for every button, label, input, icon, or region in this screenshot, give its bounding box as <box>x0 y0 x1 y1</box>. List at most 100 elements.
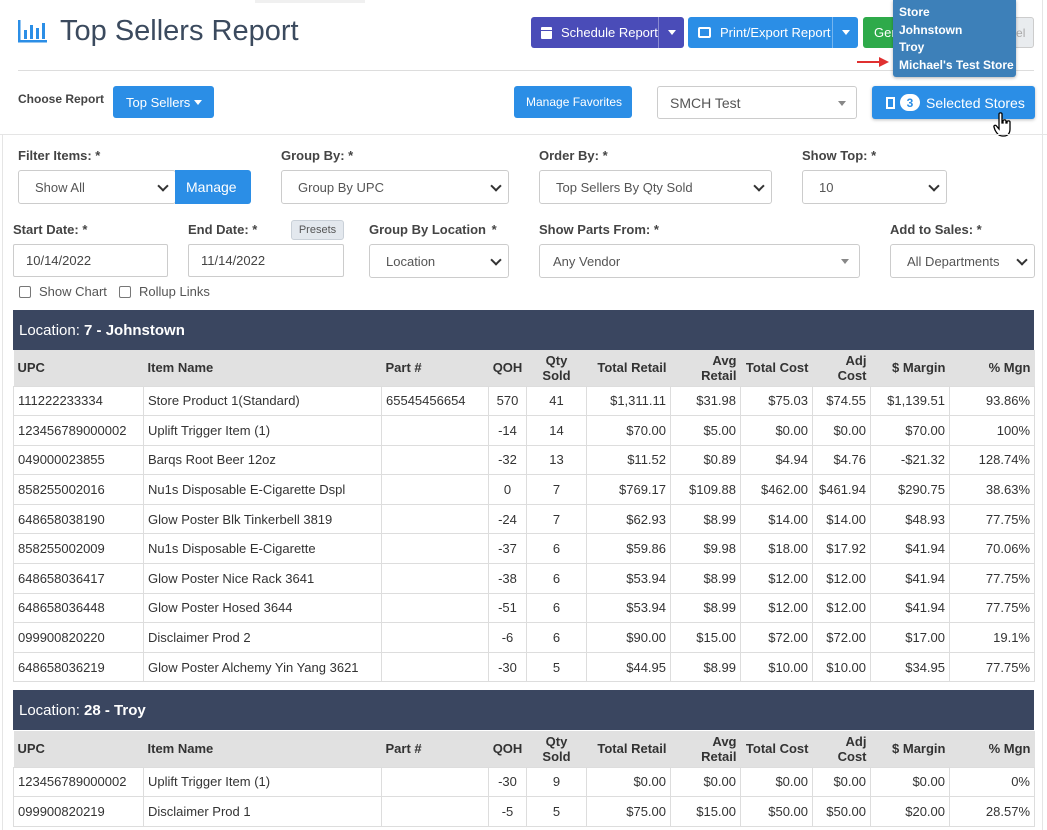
table-cell: $0.89 <box>670 444 741 476</box>
table-cell: 100% <box>949 415 1035 446</box>
table-cell: 648658036448 <box>13 592 144 624</box>
table-cell: $0.00 <box>586 766 671 798</box>
table-cell: $461.94 <box>812 474 871 505</box>
table-header-row: UPC Item Name Part # QOH Qty Sold Total Retai… <box>13 350 1035 386</box>
column-header[interactable]: QOH <box>488 731 527 767</box>
report-type-dropdown[interactable]: Top Sellers <box>113 86 214 118</box>
column-header[interactable]: UPC <box>13 731 144 767</box>
table-cell: 9 <box>526 766 587 798</box>
column-header[interactable]: Adj Cost <box>812 350 871 386</box>
table-cell: 7 <box>526 503 587 535</box>
table-cell: Disclaimer Prod 2 <box>143 622 382 653</box>
printer-icon <box>698 27 711 38</box>
presets-button[interactable]: Presets <box>291 220 344 240</box>
table-cell: Disclaimer Prod 1 <box>143 796 382 827</box>
table-cell: $8.99 <box>670 592 741 624</box>
schedule-dropdown-toggle[interactable] <box>658 17 684 48</box>
manage-favorites-button[interactable]: Manage Favorites <box>514 86 632 118</box>
table-cell: 0 <box>488 474 527 505</box>
column-header[interactable]: Adj Cost <box>812 731 871 767</box>
table-cell <box>381 766 489 798</box>
column-header[interactable]: Qty Sold <box>526 731 587 767</box>
column-header[interactable]: Item Name <box>143 350 382 386</box>
table-cell: $11.52 <box>586 444 671 476</box>
table-cell: Uplift Trigger Item (1) <box>143 766 382 798</box>
store-group-select[interactable]: SMCH Test <box>657 86 857 119</box>
table-row[interactable]: 858255002016 Nu1s Disposable E-Cigarette … <box>13 474 1035 505</box>
add-to-sales-select[interactable]: All Departments <box>890 244 1035 278</box>
column-header[interactable]: Total Cost <box>740 731 813 767</box>
table-row[interactable]: 648658038190 Glow Poster Blk Tinkerbell 3… <box>13 503 1035 535</box>
end-date-label: End Date: * <box>188 222 258 237</box>
column-header[interactable]: Item Name <box>143 731 382 767</box>
show-top-select[interactable]: 10 <box>802 170 947 204</box>
table-cell: -30 <box>488 766 527 798</box>
column-header[interactable]: Total Retail <box>586 731 671 767</box>
table-row[interactable]: 123456789000002 Uplift Trigger Item (1) -3… <box>13 766 1035 798</box>
table-cell: $0.00 <box>812 415 871 446</box>
group-by-location-select[interactable]: Location <box>369 244 509 278</box>
table-row[interactable]: 049000023855 Barqs Root Beer 12oz -32 13 $11… <box>13 444 1035 476</box>
show-chart-checkbox[interactable]: Show Chart <box>19 284 107 299</box>
table-cell: $50.00 <box>740 796 813 827</box>
column-header[interactable]: % Mgn <box>949 731 1035 767</box>
tooltip-line: Store <box>899 5 930 19</box>
column-header[interactable]: QOH <box>488 350 527 386</box>
table-row[interactable]: 111222233334 Store Product 1(Standard) 655… <box>13 385 1035 417</box>
print-export-button[interactable]: Print/Export Report <box>688 17 858 48</box>
table-cell: 049000023855 <box>13 444 144 476</box>
column-header[interactable]: $ Margin <box>870 350 950 386</box>
column-header[interactable]: Qty Sold <box>526 350 587 386</box>
top-sellers-table: UPC Item Name Part # QOH Qty Sold Total Retai… <box>13 350 1035 683</box>
end-date-input[interactable]: 11/14/2022 <box>188 244 344 277</box>
table-row[interactable]: 648658036219 Glow Poster Alchemy Yin Yang… <box>13 651 1035 683</box>
column-header[interactable]: Avg Retail <box>670 350 741 386</box>
table-cell: Barqs Root Beer 12oz <box>143 444 382 476</box>
table-cell: $15.00 <box>670 622 741 653</box>
group-by-select[interactable]: Group By UPC <box>281 170 509 204</box>
selected-stores-button[interactable]: 3 Selected Stores <box>872 86 1035 119</box>
table-cell <box>381 796 489 827</box>
caret-down-icon <box>667 30 676 35</box>
table-cell: $31.98 <box>670 385 741 417</box>
print-dropdown-toggle[interactable] <box>832 17 858 48</box>
table-cell: $70.00 <box>870 415 950 446</box>
show-parts-select[interactable]: Any Vendor <box>539 244 860 278</box>
checkbox-box[interactable] <box>119 285 131 298</box>
table-row[interactable]: 858255002009 Nu1s Disposable E-Cigarette -… <box>13 533 1035 565</box>
table-cell: $70.00 <box>586 415 671 446</box>
table-row[interactable]: 648658036448 Glow Poster Hosed 3644 -51 6 $5… <box>13 592 1035 624</box>
column-header[interactable]: % Mgn <box>949 350 1035 386</box>
order-by-select[interactable]: Top Sellers By Qty Sold <box>539 170 772 204</box>
add-to-sales-label: Add to Sales: * <box>890 222 982 237</box>
column-header[interactable]: UPC <box>13 350 144 386</box>
table-cell: 123456789000002 <box>13 415 144 446</box>
manage-button[interactable]: Manage <box>175 170 251 204</box>
table-row[interactable]: 123456789000002 Uplift Trigger Item (1) -1… <box>13 415 1035 446</box>
table-cell: 41 <box>526 385 587 417</box>
column-header[interactable]: Avg Retail <box>670 731 741 767</box>
selected-stores-tooltip: Store Johnstown Troy Michael's Test Stor… <box>893 0 1016 77</box>
table-header-row: UPC Item Name Part # QOH Qty Sold Total Retai… <box>13 731 1035 767</box>
table-cell: $41.94 <box>870 592 950 624</box>
caret-down-icon <box>838 101 846 106</box>
filter-items-select[interactable]: Show All <box>18 170 176 204</box>
column-header[interactable]: Total Cost <box>740 350 813 386</box>
schedule-report-button[interactable]: Schedule Report <box>531 17 684 48</box>
column-header[interactable]: $ Margin <box>870 731 950 767</box>
cursor-hand-icon <box>993 112 1013 141</box>
column-header[interactable]: Part # <box>381 350 489 386</box>
column-header[interactable]: Part # <box>381 731 489 767</box>
table-row[interactable]: 099900820219 Disclaimer Prod 1 -5 5 $75.00 $1… <box>13 796 1035 827</box>
table-row[interactable]: 099900820220 Disclaimer Prod 2 -6 6 $90.00 $1… <box>13 622 1035 653</box>
table-cell: $4.76 <box>812 444 871 476</box>
rollup-links-checkbox[interactable]: Rollup Links <box>119 284 210 299</box>
table-cell: 6 <box>526 563 587 594</box>
table-cell: 5 <box>526 651 587 683</box>
table-cell: 6 <box>526 533 587 565</box>
start-date-input[interactable]: 10/14/2022 <box>13 244 168 277</box>
table-cell: 099900820220 <box>13 622 144 653</box>
table-row[interactable]: 648658036417 Glow Poster Nice Rack 3641 -3… <box>13 563 1035 594</box>
column-header[interactable]: Total Retail <box>586 350 671 386</box>
checkbox-box[interactable] <box>19 285 31 298</box>
